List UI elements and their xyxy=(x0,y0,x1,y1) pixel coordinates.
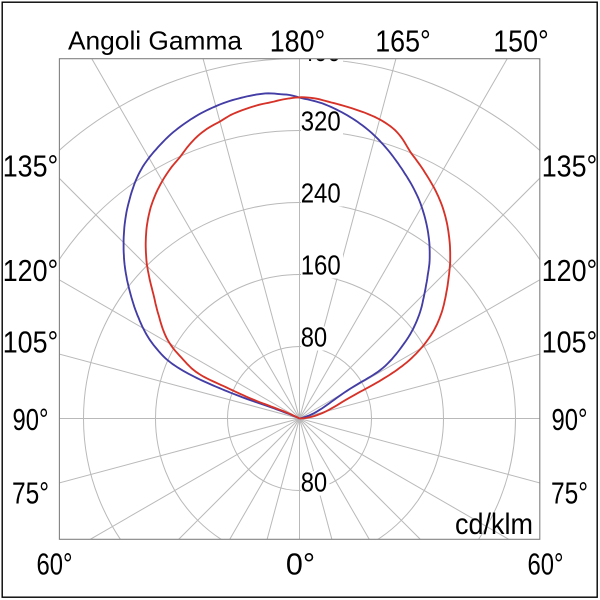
svg-text:0°: 0° xyxy=(286,548,315,582)
svg-text:105°: 105° xyxy=(3,326,59,360)
svg-text:90°: 90° xyxy=(13,403,49,437)
svg-text:75°: 75° xyxy=(12,477,49,511)
svg-text:120°: 120° xyxy=(3,254,59,288)
svg-text:60°: 60° xyxy=(528,548,564,582)
svg-text:Angoli Gamma: Angoli Gamma xyxy=(68,25,243,55)
svg-text:400: 400 xyxy=(301,36,341,67)
svg-text:160: 160 xyxy=(301,250,341,281)
svg-text:60°: 60° xyxy=(37,548,73,582)
svg-text:180°: 180° xyxy=(270,25,326,59)
svg-text:80: 80 xyxy=(301,467,328,498)
svg-text:150°: 150° xyxy=(493,25,549,59)
svg-text:120°: 120° xyxy=(542,254,598,288)
svg-text:135°: 135° xyxy=(3,150,59,184)
svg-text:240: 240 xyxy=(301,178,341,209)
svg-text:75°: 75° xyxy=(551,477,588,511)
svg-text:320: 320 xyxy=(301,106,341,137)
svg-text:165°: 165° xyxy=(375,25,431,59)
svg-text:cd/klm: cd/klm xyxy=(455,508,533,541)
svg-text:80: 80 xyxy=(301,322,328,353)
svg-text:105°: 105° xyxy=(542,326,598,360)
svg-text:90°: 90° xyxy=(552,403,588,437)
svg-text:135°: 135° xyxy=(542,150,598,184)
